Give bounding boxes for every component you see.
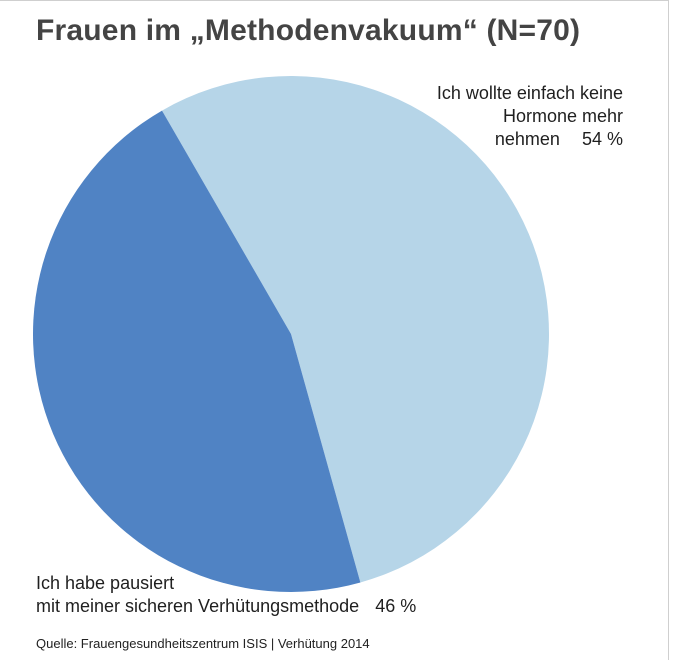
slice-label-line: mit meiner sicheren Verhütungsmethode (36, 596, 360, 616)
pie-slice-no-hormones (162, 76, 549, 583)
chart-title: Frauen im „Methodenvakuum“ (N=70) (36, 14, 581, 47)
slice-label-line: Ich wollte einfach keine (436, 83, 623, 103)
slice-value-label: 46 % (375, 596, 417, 616)
slice-label-no-hormones: Ich wollte einfach keine Hormone mehr ne… (363, 82, 623, 151)
slice-label-line: Ich habe pausiert (36, 573, 175, 593)
source-note: Quelle: Frauengesundheitszentrum ISIS | … (36, 636, 370, 651)
slice-label-paused: Ich habe pausiert mit meiner sicheren Ve… (36, 572, 476, 618)
slice-label-line: Hormone mehr (502, 106, 623, 126)
slice-value-label: 54 % (581, 129, 623, 149)
pie-slice-paused (32, 110, 361, 593)
slice-label-line: nehmen (494, 129, 560, 149)
